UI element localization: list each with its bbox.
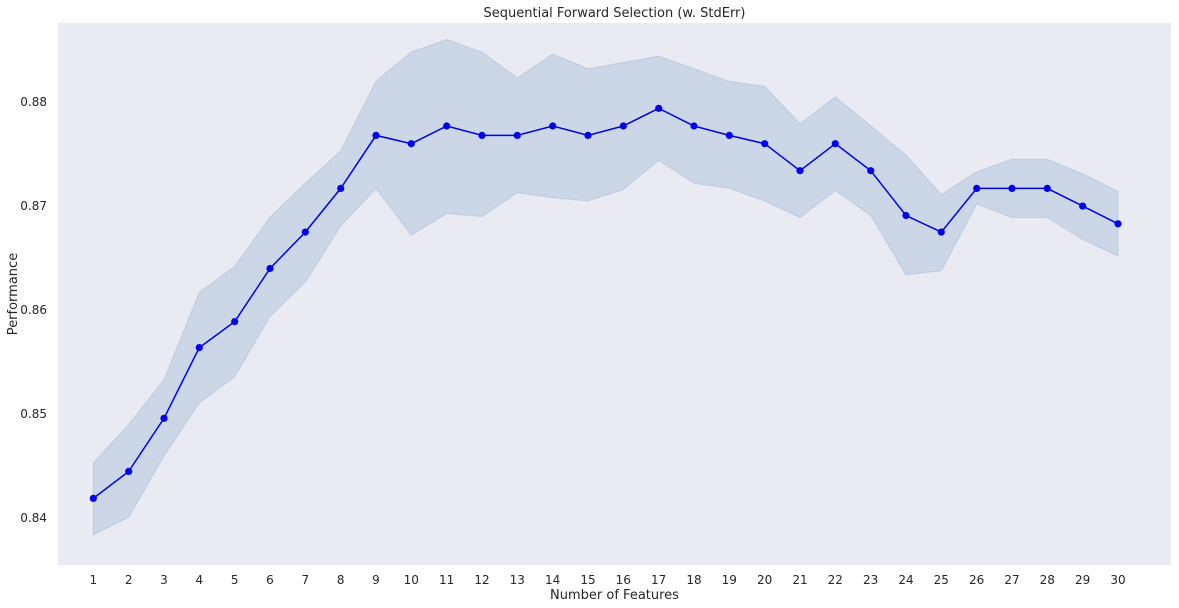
x-tick-label: 2 (125, 573, 133, 587)
data-point (761, 140, 769, 148)
data-point (690, 122, 698, 130)
x-tick-label: 24 (898, 573, 913, 587)
x-tick-label: 27 (1004, 573, 1019, 587)
data-point (867, 167, 875, 175)
data-point (796, 167, 804, 175)
x-tick-label: 7 (301, 573, 309, 587)
x-tick-label: 18 (686, 573, 701, 587)
x-tick-label: 29 (1075, 573, 1090, 587)
x-tick-label: 8 (337, 573, 345, 587)
series-marker-layer (89, 104, 1122, 502)
x-tick-label: 10 (404, 573, 419, 587)
x-tick-label: 16 (616, 573, 631, 587)
data-point (584, 131, 592, 139)
data-point (372, 131, 380, 139)
data-point (195, 344, 203, 352)
y-tick-labels: 0.84 0.85 0.86 0.87 0.88 (20, 95, 47, 525)
data-point (301, 228, 309, 236)
x-tick-label: 23 (863, 573, 878, 587)
data-point (831, 140, 839, 148)
x-tick-label: 9 (372, 573, 380, 587)
x-tick-label: 5 (231, 573, 239, 587)
series-line (92, 107, 1119, 499)
x-tick-label: 12 (474, 573, 489, 587)
x-tick-label: 20 (757, 573, 772, 587)
x-tick-label: 11 (439, 573, 454, 587)
x-tick-label: 30 (1110, 573, 1125, 587)
y-tick-label: 0.86 (20, 303, 47, 317)
x-tick-label: 22 (828, 573, 843, 587)
data-point (1008, 184, 1016, 192)
x-tick-label: 26 (969, 573, 984, 587)
data-point (513, 131, 521, 139)
data-point (1079, 202, 1087, 210)
data-point (655, 104, 663, 112)
x-tick-label: 3 (160, 573, 168, 587)
data-point (619, 122, 627, 130)
x-tick-label: 15 (580, 573, 595, 587)
data-point (549, 122, 557, 130)
data-point (443, 122, 451, 130)
x-tick-labels: 1 2 3 4 5 6 7 8 9 10 11 12 13 14 15 16 17 18 19 20 21 22 23 24 2… (89, 573, 1125, 587)
y-tick-label: 0.87 (20, 199, 47, 213)
x-tick-label: 25 (934, 573, 949, 587)
data-point (231, 318, 239, 326)
y-tick-label: 0.84 (20, 511, 47, 525)
data-point (160, 414, 168, 422)
chart-title: Sequential Forward Selection (w. StdErr) (484, 6, 746, 21)
x-tick-label: 4 (195, 573, 203, 587)
data-point (337, 184, 345, 192)
data-point (902, 211, 910, 220)
x-tick-label: 14 (545, 573, 560, 587)
data-point (89, 494, 97, 502)
data-point (937, 228, 945, 236)
x-tick-label: 19 (722, 573, 737, 587)
y-tick-label: 0.85 (20, 407, 47, 421)
x-tick-label: 28 (1040, 573, 1055, 587)
x-tick-label: 6 (266, 573, 274, 587)
data-point (266, 264, 274, 273)
data-point (973, 184, 981, 192)
x-tick-label: 21 (792, 573, 807, 587)
y-tick-label: 0.88 (20, 95, 47, 109)
x-tick-label: 13 (510, 573, 525, 587)
series-line-layer (92, 107, 1119, 499)
data-point (725, 131, 733, 139)
x-tick-label: 1 (89, 573, 97, 587)
y-axis-title: Performance (6, 253, 21, 335)
data-point (407, 140, 415, 148)
data-point (125, 467, 133, 475)
data-point (1043, 184, 1051, 192)
data-point (1114, 220, 1122, 228)
x-tick-label: 17 (651, 573, 666, 587)
data-point (478, 131, 486, 139)
x-axis-title: Number of Features (550, 588, 679, 603)
